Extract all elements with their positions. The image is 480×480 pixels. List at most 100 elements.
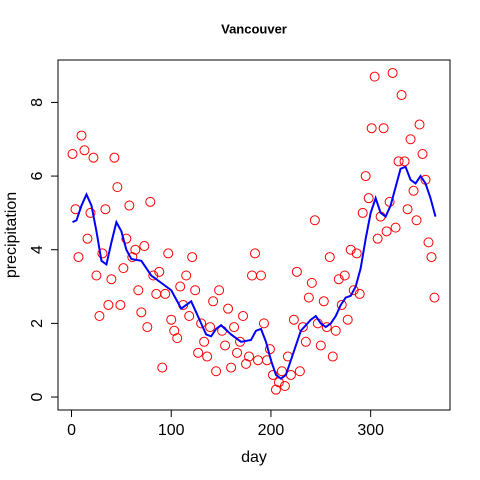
point (163, 248, 174, 259)
x-tick-label: 300 (357, 422, 384, 439)
point (366, 123, 377, 134)
point (196, 318, 207, 329)
point (97, 248, 108, 259)
point (79, 145, 90, 156)
point (232, 347, 243, 358)
y-axis-label: precipitation (3, 192, 20, 278)
point (315, 340, 326, 351)
point (303, 292, 314, 303)
point (351, 248, 362, 259)
point (270, 384, 281, 395)
point (124, 200, 135, 211)
point (252, 355, 263, 366)
point (175, 281, 186, 292)
point (133, 285, 144, 296)
point (258, 318, 269, 329)
point (139, 241, 150, 252)
point (160, 288, 171, 299)
point (327, 351, 338, 362)
point (211, 366, 222, 377)
point (324, 252, 335, 263)
point (202, 351, 213, 362)
x-tick-label: 100 (158, 422, 185, 439)
point (393, 156, 404, 167)
point (378, 123, 389, 134)
point (297, 322, 308, 333)
point (205, 322, 216, 333)
point (330, 325, 341, 336)
point (151, 288, 162, 299)
point (408, 185, 419, 196)
point (136, 307, 147, 318)
point (85, 207, 96, 218)
point (157, 362, 168, 373)
point (414, 119, 425, 130)
point (169, 325, 180, 336)
point (73, 252, 84, 263)
point (112, 182, 123, 193)
point (181, 270, 192, 281)
point (399, 156, 410, 167)
point (244, 351, 255, 362)
point (229, 322, 240, 333)
point (318, 296, 329, 307)
point (342, 314, 353, 325)
point (288, 314, 299, 325)
point (354, 288, 365, 299)
point (154, 266, 165, 277)
point (223, 303, 234, 314)
point (372, 233, 383, 244)
point (208, 296, 219, 307)
point (249, 248, 260, 259)
point (426, 252, 437, 263)
point (390, 222, 401, 233)
point (387, 67, 398, 78)
point (100, 204, 111, 215)
point (381, 226, 392, 237)
point (94, 311, 105, 322)
point (145, 196, 156, 207)
point (336, 299, 347, 310)
x-tick-label: 0 (67, 422, 76, 439)
x-axis-label: day (241, 449, 267, 466)
point (247, 270, 258, 281)
point (199, 336, 210, 347)
point (115, 299, 126, 310)
point (109, 152, 120, 163)
y-tick-label: 6 (29, 172, 46, 181)
point (396, 90, 407, 101)
point (166, 314, 177, 325)
point (300, 336, 311, 347)
point (103, 299, 114, 310)
point (402, 204, 413, 215)
smooth-line (72, 165, 437, 380)
point (172, 333, 183, 344)
point (220, 340, 231, 351)
y-tick-label: 2 (29, 319, 46, 328)
point (321, 322, 332, 333)
point (363, 193, 374, 204)
point (142, 322, 153, 333)
point (279, 380, 290, 391)
point (417, 148, 428, 159)
point (82, 233, 93, 244)
point (360, 171, 371, 182)
point (106, 274, 117, 285)
point (411, 215, 422, 226)
point (294, 366, 305, 377)
y-tick-label: 4 (29, 245, 46, 254)
point (226, 362, 237, 373)
point (429, 292, 440, 303)
point (423, 237, 434, 248)
point (91, 270, 102, 281)
y-tick-label: 0 (29, 392, 46, 401)
point (255, 270, 266, 281)
point (76, 130, 87, 141)
point (148, 270, 159, 281)
point (306, 277, 317, 288)
point (121, 233, 132, 244)
point (193, 347, 204, 358)
point (130, 244, 141, 255)
point (309, 215, 320, 226)
